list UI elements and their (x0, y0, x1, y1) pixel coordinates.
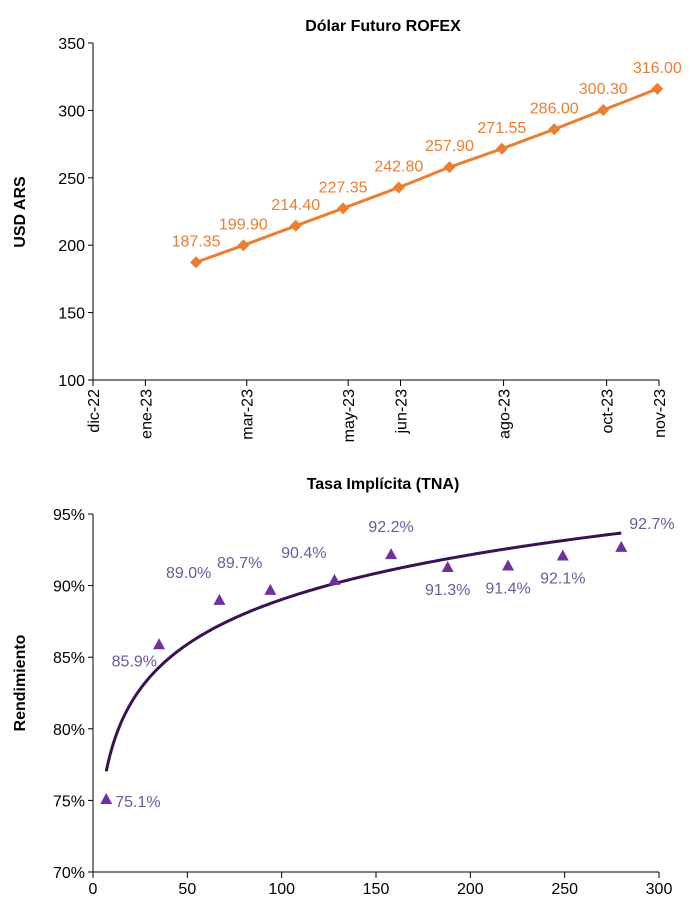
chart1-y-tick-label: 150 (58, 306, 85, 323)
chart2-point (264, 583, 277, 595)
chart2-point (100, 792, 113, 804)
chart1-data-label: 286.00 (530, 100, 579, 117)
chart1-data-label: 187.35 (172, 233, 221, 250)
chart1-x-tick-label: may-23 (341, 389, 358, 442)
chart2-y-axis-title: Rendimiento (12, 634, 29, 731)
dolar-futuro-chart: Dólar Futuro ROFEX USD ARS 100 150 200 250 3… (12, 18, 682, 442)
chart1-y-axis-title: USD ARS (12, 176, 29, 248)
chart2-point (385, 548, 398, 560)
chart1-y-tick-label: 250 (58, 171, 85, 188)
chart1-series-line (195, 87, 658, 264)
chart2-data-label: 90.4% (281, 545, 326, 562)
chart1-y-tick-label: 100 (58, 373, 85, 390)
chart2-data-label: 89.0% (166, 565, 211, 582)
chart1-y-tick-label: 350 (58, 36, 85, 53)
chart2-x-tick-label: 100 (268, 881, 295, 898)
chart1-x-tick-label: nov-23 (652, 389, 669, 438)
chart1-x-tick-label: oct-23 (600, 389, 617, 434)
chart1-data-label: 271.55 (477, 120, 526, 137)
chart2-point (615, 540, 628, 552)
chart2-x-tick-label: 50 (178, 881, 196, 898)
chart1-y-tick-label: 300 (58, 103, 85, 120)
chart2-point (153, 638, 166, 650)
chart1-point (651, 82, 664, 95)
chart2-data-label: 91.3% (425, 582, 470, 599)
chart1-point (237, 239, 250, 252)
chart1-data-label: 300.30 (579, 81, 628, 98)
chart2-y-tick-label: 95% (53, 507, 85, 524)
chart2-data-label: 92.1% (540, 571, 585, 588)
chart2-point (213, 593, 226, 605)
chart2-point (328, 573, 341, 585)
chart1-point (289, 219, 302, 232)
chart1-data-label: 227.35 (319, 179, 368, 196)
chart2-y-tick-label: 85% (53, 650, 85, 667)
chart2-y-tick-label: 75% (53, 793, 85, 810)
chart2-data-label: 91.4% (485, 581, 530, 598)
chart2-data-label: 85.9% (112, 653, 157, 670)
chart1-x-tick-label: ago-23 (497, 389, 514, 439)
chart2-title: Tasa Implícita (TNA) (307, 476, 460, 493)
chart1-data-label: 257.90 (425, 138, 474, 155)
chart1-point (597, 103, 610, 116)
tasa-implicita-chart: Tasa Implícita (TNA) Rendimiento 70% 75% 8… (12, 476, 675, 898)
chart1-point (190, 256, 203, 269)
chart2-x-tick-label: 0 (89, 881, 98, 898)
chart2-y-tick-label: 90% (53, 579, 85, 596)
chart2-trendline (104, 531, 622, 772)
chart2-y-tick-label: 80% (53, 722, 85, 739)
chart1-data-label: 214.40 (271, 197, 320, 214)
chart1-title: Dólar Futuro ROFEX (305, 18, 461, 35)
chart1-x-tick-label: ene-23 (138, 389, 155, 439)
chart2-data-label: 92.7% (629, 516, 674, 533)
chart1-data-label: 316.00 (633, 60, 682, 77)
chart2-x-tick-label: 150 (363, 881, 390, 898)
chart1-data-label: 242.80 (374, 159, 423, 176)
chart2-x-tick-label: 250 (551, 881, 578, 898)
chart1-x-tick-label: mar-23 (240, 389, 257, 440)
chart1-point (337, 202, 350, 215)
chart1-x-tick-label: jun-23 (393, 389, 410, 435)
chart1-point (392, 181, 405, 194)
chart1-point (548, 123, 561, 136)
chart2-x-tick-label: 300 (646, 881, 673, 898)
chart2-x-tick-label: 200 (457, 881, 484, 898)
chart1-point (443, 161, 456, 174)
chart2-data-label: 89.7% (217, 555, 262, 572)
chart1-x-tick-label: dic-22 (86, 389, 103, 433)
chart1-point (495, 142, 508, 155)
chart2-point (502, 559, 515, 571)
chart2-point (441, 560, 454, 572)
chart2-point (556, 549, 569, 561)
chart1-data-label: 199.90 (219, 216, 268, 233)
chart1-y-tick-label: 200 (58, 238, 85, 255)
chart2-y-tick-label: 70% (53, 865, 85, 882)
chart2-data-label: 75.1% (115, 794, 160, 811)
chart2-data-label: 92.2% (368, 519, 413, 536)
